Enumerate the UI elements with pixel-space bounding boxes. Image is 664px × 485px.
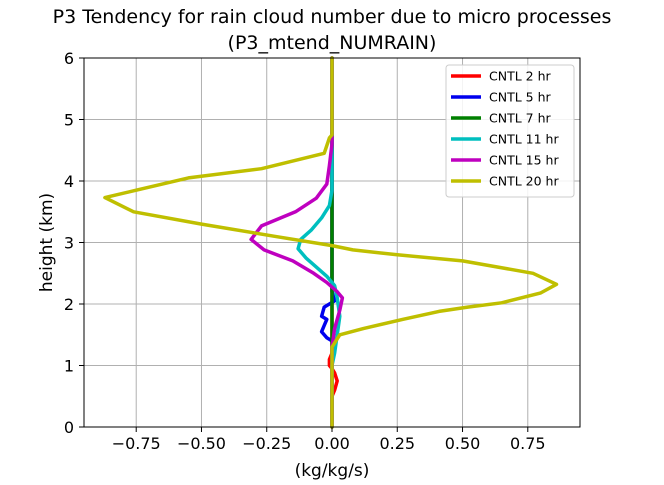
y-tick-label: 0 [64, 418, 74, 437]
plot-series [103, 56, 559, 429]
x-tick-label: 0.00 [314, 434, 350, 453]
series-line-6 [103, 56, 559, 429]
x-axis-label: (kg/kg/s) [295, 461, 370, 481]
legend-label: CNTL 11 hr [489, 132, 559, 147]
y-tick-label: 4 [64, 172, 74, 191]
x-tick-label: 0.50 [445, 434, 481, 453]
x-tick-label: 0.25 [379, 434, 415, 453]
legend: CNTL 2 hr CNTL 5 hr CNTL 7 hr CNTL 11 hr CNT… [445, 64, 575, 198]
x-tick-label: 0.75 [510, 434, 546, 453]
chart-title: P3 Tendency for rain cloud number due to… [53, 6, 612, 28]
series-line-5 [249, 56, 345, 429]
y-tick-label: 1 [64, 357, 74, 376]
legend-label: CNTL 20 hr [489, 174, 559, 189]
y-tick-label: 2 [64, 295, 74, 314]
x-tick-label: −0.75 [112, 434, 161, 453]
y-axis-label: height (km) [37, 193, 57, 292]
legend-label: CNTL 15 hr [489, 153, 559, 168]
y-tick-label: 3 [64, 234, 74, 253]
chart-subtitle: (P3_mtend_NUMRAIN) [228, 32, 437, 54]
legend-label: CNTL 2 hr [489, 69, 552, 84]
y-tick-label: 5 [64, 111, 74, 130]
legend-label: CNTL 7 hr [489, 111, 552, 126]
y-tick-label: 6 [64, 49, 74, 68]
axis-ticks: −0.75 −0.50 −0.25 0.00 0.25 0.50 0.75 0 1 2 3 4 5 6 [64, 49, 546, 453]
x-tick-label: −0.25 [242, 434, 291, 453]
legend-label: CNTL 5 hr [489, 90, 552, 105]
x-tick-label: −0.50 [177, 434, 226, 453]
